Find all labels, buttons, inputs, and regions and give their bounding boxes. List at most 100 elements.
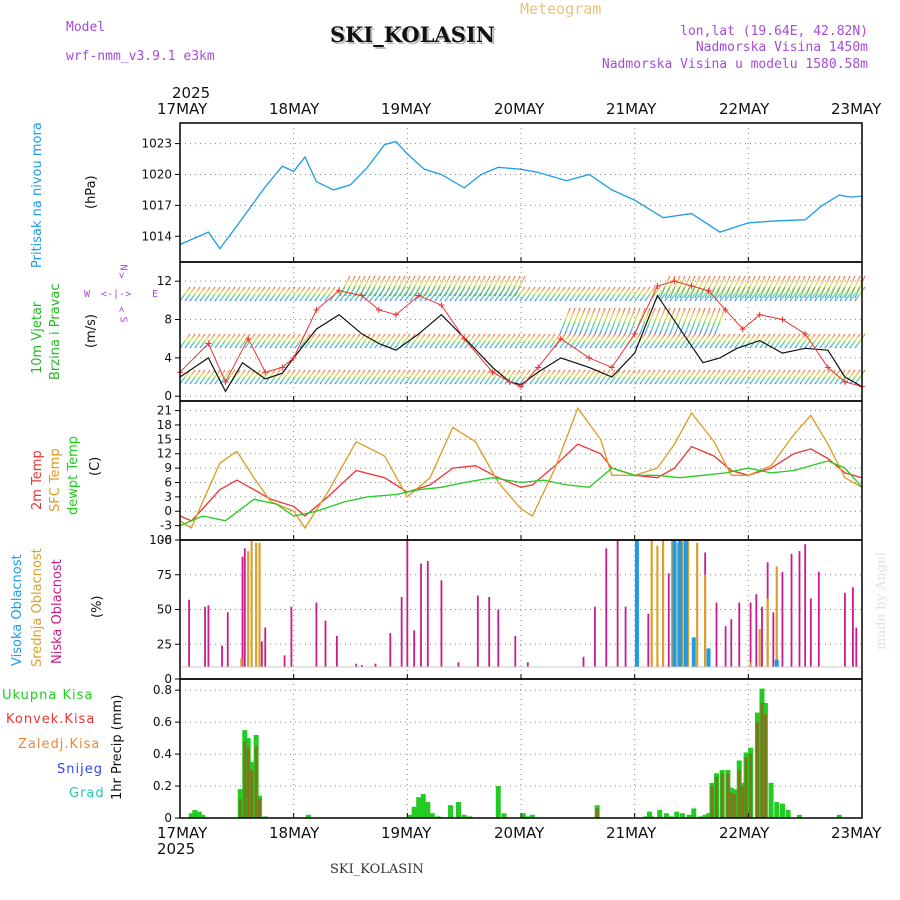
wind-barb xyxy=(384,333,396,349)
wind-barb xyxy=(629,286,641,302)
wind-barb xyxy=(479,333,491,349)
wind-barb xyxy=(469,275,481,297)
wind-barb xyxy=(719,333,731,349)
y-tick-label: 12 xyxy=(157,447,172,461)
wind-barb xyxy=(339,275,351,297)
wind-barb xyxy=(564,307,576,335)
wind-barb xyxy=(269,333,281,349)
wind-barb xyxy=(619,307,631,335)
wind-barb xyxy=(609,333,621,349)
wind-barb xyxy=(734,369,746,385)
wind-barb xyxy=(694,307,706,335)
pressure-line xyxy=(179,140,863,250)
cloud-high-bar xyxy=(634,540,639,667)
wind-barb xyxy=(714,307,726,335)
wind-barb xyxy=(329,333,341,349)
date-bottom-2: 19MAY xyxy=(381,824,432,842)
precip-conv-bar xyxy=(744,757,748,818)
precip-total-bar xyxy=(668,816,674,818)
wind-barb xyxy=(724,369,736,385)
wind-gust-marker xyxy=(779,316,786,323)
wind-barb xyxy=(344,333,356,349)
wind-barb xyxy=(449,333,461,349)
precip-total-bar xyxy=(686,814,692,818)
precip-total-bar xyxy=(188,813,194,818)
wind-barb xyxy=(369,275,381,297)
y-tick-label: 0.2 xyxy=(153,779,172,793)
cloud-mid-bar xyxy=(650,540,653,667)
cloud-mid-bar xyxy=(758,628,761,667)
date-top-4: 21MAY xyxy=(606,100,657,118)
wind-barb xyxy=(244,333,256,349)
wind-barb xyxy=(349,333,361,349)
cloud-mid-bar xyxy=(696,542,699,667)
wind-barb xyxy=(559,286,571,302)
wind-barb xyxy=(449,275,461,297)
wind-barb xyxy=(674,369,686,385)
wind-barb xyxy=(464,369,476,385)
model-label: Model xyxy=(66,20,106,35)
wind-barb xyxy=(459,369,471,385)
wind-barb xyxy=(609,286,621,302)
date-top-1: 18MAY xyxy=(269,100,320,118)
wind-barb xyxy=(294,369,306,385)
wind-barb xyxy=(304,333,316,349)
wind-barb xyxy=(454,333,466,349)
wind-barb xyxy=(604,333,616,349)
wind-barb xyxy=(544,333,556,349)
wind-barb xyxy=(644,369,656,385)
wind-barb xyxy=(539,369,551,385)
wind-barb xyxy=(569,369,581,385)
wind-barb xyxy=(439,275,451,297)
precip-conv-bar xyxy=(715,776,719,818)
wind-barb xyxy=(399,275,411,297)
wind-barb xyxy=(579,333,591,349)
cloud-low-bar xyxy=(324,620,327,667)
wind-barb xyxy=(764,369,776,385)
wind-barb xyxy=(394,275,406,297)
precip-total-bar xyxy=(529,814,535,818)
wind-barb xyxy=(579,369,591,385)
wind-gust-marker xyxy=(671,278,678,285)
wind-barb xyxy=(739,275,751,299)
y-tick-label: 0 xyxy=(164,811,172,825)
wind-barb xyxy=(424,369,436,385)
wind-barb xyxy=(214,369,226,385)
wind-barb xyxy=(614,307,626,335)
wind-barb xyxy=(214,286,226,302)
wind-barb xyxy=(479,275,491,297)
precip-conv-bar xyxy=(760,702,764,818)
wind-barb xyxy=(744,333,756,349)
wind-barb xyxy=(519,333,531,349)
wind-barb xyxy=(209,369,221,385)
wind-gust-marker xyxy=(705,287,712,294)
wind-barb xyxy=(814,275,826,299)
wind-barb xyxy=(289,286,301,302)
wind-barb xyxy=(254,286,266,302)
wind-barb xyxy=(714,275,726,299)
cloud-low-bar xyxy=(582,656,585,667)
precip-conv-bar xyxy=(258,798,262,818)
wind-barb xyxy=(854,286,866,302)
cloud-low-bar xyxy=(335,635,338,667)
wind-barb xyxy=(234,369,246,385)
date-top-3: 20MAY xyxy=(494,100,545,118)
wind-barb xyxy=(849,333,861,349)
wind-barb xyxy=(679,333,691,349)
wind-barb xyxy=(274,333,286,349)
wind-barb xyxy=(844,275,856,299)
model-elevation-label: Nadmorska Visina u modelu 1580.58m xyxy=(601,57,868,72)
wind-barb xyxy=(449,369,461,385)
wind-barb xyxy=(459,275,471,297)
wind-barb xyxy=(644,333,656,349)
wind-barb xyxy=(614,333,626,349)
wind-barb xyxy=(804,275,816,299)
wind-barb xyxy=(624,369,636,385)
y-tick-label: 1017 xyxy=(141,198,172,212)
wind-gust-marker xyxy=(688,282,695,289)
wind-barb xyxy=(304,286,316,302)
model-name: wrf-nmm_v3.9.1 e3km xyxy=(66,49,215,64)
wind-barb xyxy=(534,286,546,302)
date-bottom-4: 21MAY xyxy=(606,824,657,842)
